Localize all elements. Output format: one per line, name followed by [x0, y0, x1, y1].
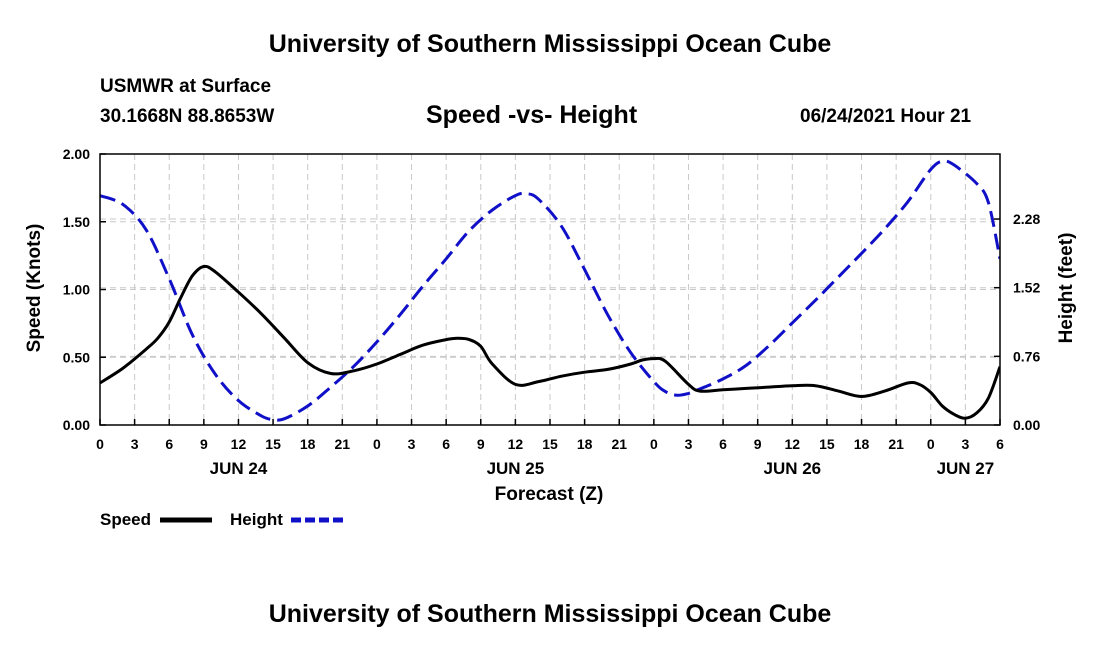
- coordinates-label: 30.1668N 88.8653W: [100, 106, 275, 127]
- x-tick-label: 9: [477, 436, 485, 452]
- x-tick-label: 15: [542, 436, 558, 452]
- date-label: JUN 24: [210, 459, 268, 478]
- footer-title: University of Southern Mississippi Ocean…: [268, 600, 832, 628]
- height-series-line: [100, 159, 1000, 422]
- station-label: USMWR at Surface: [100, 76, 272, 97]
- plot-frame: [99, 153, 1001, 426]
- y2-axis-label: Height (feet): [1056, 233, 1077, 344]
- x-tick-label: 21: [335, 436, 351, 452]
- chart-axes: 0 3 6 9 12 15 18 21 0 3 6 9 12 15 18 21 0 3 6 9 12 15 18 21 0 3 60…: [63, 146, 1041, 478]
- x-tick-label: 6: [996, 436, 1004, 452]
- chart-title: Speed -vs- Height: [426, 101, 638, 129]
- x-tick-label: 0: [927, 436, 935, 452]
- x-tick-label: 3: [131, 436, 139, 452]
- y-tick-label: 1.00: [63, 282, 90, 298]
- x-tick-label: 18: [577, 436, 593, 452]
- y-tick-label: 2.00: [63, 146, 90, 162]
- x-tick-label: 6: [719, 436, 727, 452]
- date-label: JUN 25: [487, 459, 545, 478]
- x-tick-label: 6: [165, 436, 173, 452]
- y-tick-label: 1.50: [63, 214, 90, 230]
- y2-tick-label: 2.28: [1013, 211, 1040, 227]
- forecast-datetime: 06/24/2021 Hour 21: [800, 106, 972, 127]
- legend: Speed Height: [100, 510, 343, 529]
- x-axis-label: Forecast (Z): [495, 484, 604, 505]
- x-tick-label: 15: [265, 436, 281, 452]
- x-tick-label: 3: [685, 436, 693, 452]
- x-tick-label: 6: [442, 436, 450, 452]
- x-tick-label: 9: [754, 436, 762, 452]
- x-tick-label: 15: [819, 436, 835, 452]
- date-label: JUN 27: [937, 459, 995, 478]
- y2-tick-label: 0.00: [1013, 417, 1040, 433]
- y2-tick-label: 0.76: [1013, 348, 1040, 364]
- x-tick-label: 21: [888, 436, 904, 452]
- x-tick-label: 0: [373, 436, 381, 452]
- x-tick-label: 12: [508, 436, 524, 452]
- x-tick-label: 0: [650, 436, 658, 452]
- x-tick-label: 3: [408, 436, 416, 452]
- x-tick-label: 21: [611, 436, 627, 452]
- x-tick-label: 18: [854, 436, 870, 452]
- page-title: University of Southern Mississippi Ocean…: [268, 30, 832, 58]
- y2-tick-label: 1.52: [1013, 280, 1040, 296]
- x-tick-label: 12: [785, 436, 801, 452]
- date-label: JUN 26: [763, 459, 821, 478]
- x-tick-label: 12: [231, 436, 247, 452]
- chart-series: [100, 159, 1000, 422]
- legend-height-label: Height: [230, 510, 283, 529]
- y-tick-label: 0.50: [63, 349, 90, 365]
- y-tick-label: 0.00: [63, 417, 90, 433]
- chart-grid: [100, 154, 1000, 425]
- x-tick-label: 0: [96, 436, 104, 452]
- x-tick-label: 9: [200, 436, 208, 452]
- speed-series-line: [100, 264, 1000, 420]
- legend-speed-label: Speed: [100, 510, 151, 529]
- x-tick-label: 3: [961, 436, 969, 452]
- y-axis-label: Speed (Knots): [24, 224, 45, 353]
- x-tick-label: 18: [300, 436, 316, 452]
